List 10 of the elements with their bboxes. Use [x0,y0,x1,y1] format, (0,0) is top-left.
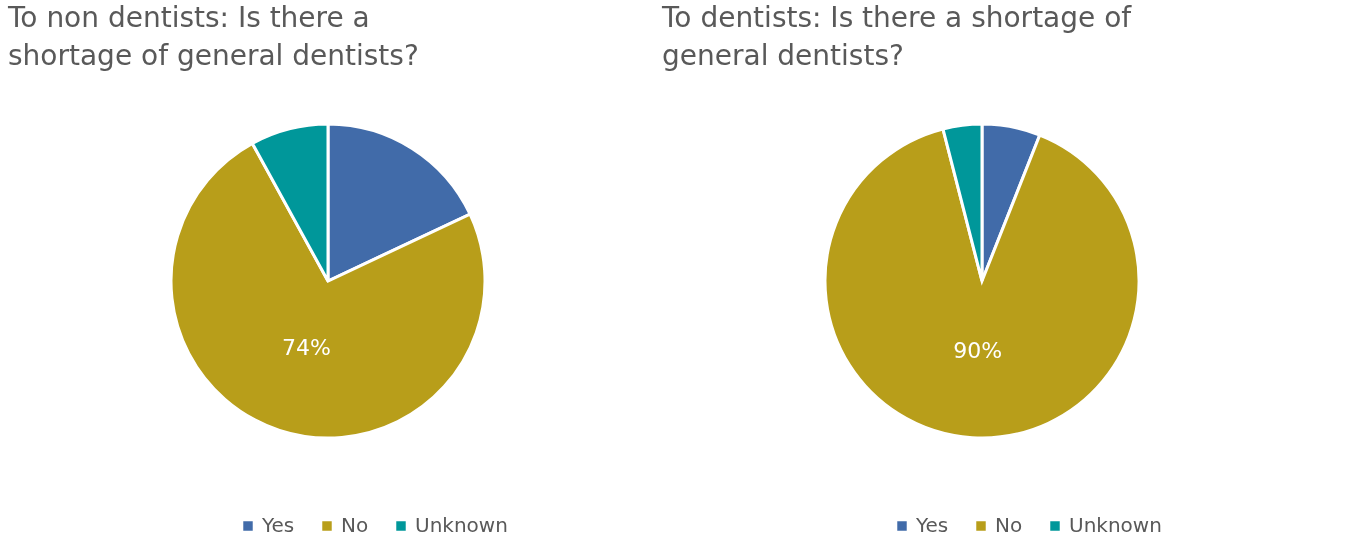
data-label: 74% [281,334,331,360]
chart-title: To dentists: Is there a shortage of general dentists? [661,1,1133,72]
legend-label: Unknown [415,513,508,537]
legend-label: Yes [261,513,295,537]
legend-label: Yes [915,513,949,537]
chart-title: To non dentists: Is there a shortage of general dentists? [7,1,419,72]
legend-label: No [995,513,1023,537]
legend-label: Unknown [1069,513,1162,537]
data-label: 90% [953,337,1003,363]
legend-label: No [341,513,369,537]
